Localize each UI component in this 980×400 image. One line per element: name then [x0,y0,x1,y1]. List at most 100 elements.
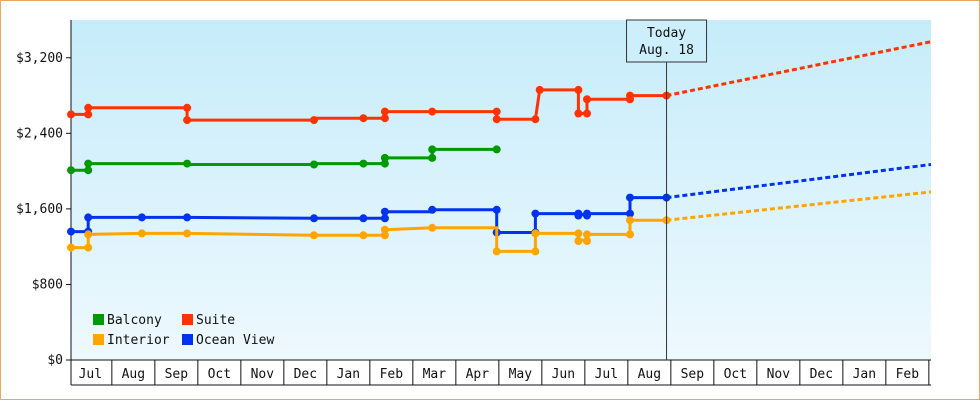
data-point-suite [84,103,93,112]
legend-swatch-balcony [93,314,104,325]
data-point-ocean-view [183,213,192,222]
data-point-ocean-view [492,205,501,214]
data-point-balcony [380,159,389,168]
legend-label-ocean-view: Ocean View [196,333,274,348]
x-month-label: May [509,367,533,382]
data-point-interior [380,231,389,240]
data-point-ocean-view [359,214,368,223]
data-point-suite [428,107,437,116]
series-suite [67,40,932,125]
data-point-ocean-view [310,214,318,223]
data-point-ocean-view [137,213,146,222]
data-point-ocean-view [574,211,583,220]
data-point-balcony [380,153,389,162]
data-point-suite [583,95,591,104]
data-point-balcony [492,145,501,154]
data-point-ocean-view [380,207,389,216]
data-point-suite [183,116,192,125]
data-point-interior [574,237,583,245]
legend-swatch-ocean-view [182,334,193,345]
x-month-label: Aug [638,367,661,382]
data-point-ocean-view [428,205,437,214]
data-point-suite [574,109,583,118]
data-point-balcony [428,153,437,162]
x-month-label: Oct [724,367,747,382]
x-month-label: Dec [294,367,317,382]
y-tick-label: $0 [47,353,63,368]
series-interior [67,190,932,256]
x-month-label: Jan [853,367,876,382]
data-point-interior [583,237,591,245]
data-point-interior [531,247,540,256]
data-point-balcony [84,166,93,175]
data-point-interior [310,231,318,240]
series-line-suite [71,88,667,122]
x-month-label: Nov [251,367,275,382]
legend-swatch-interior [93,334,104,345]
data-point-ocean-view [626,209,634,218]
data-point-ocean-view [583,209,591,218]
data-point-interior [84,230,93,239]
data-point-interior [137,229,146,238]
data-point-suite [492,115,501,124]
today-label: Today [647,26,686,41]
x-month-label: Oct [208,367,231,382]
data-point-suite [535,85,544,94]
data-point-ocean-view [67,227,75,236]
data-point-ocean-view [84,213,93,222]
data-point-interior [626,230,634,239]
data-point-suite [359,114,368,123]
x-month-label: Jul [79,367,102,382]
data-point-suite [310,116,318,125]
data-point-balcony [310,160,318,169]
x-month-label: Jun [552,367,575,382]
x-month-label: Feb [896,367,920,382]
data-point-interior [428,223,437,232]
x-month-label: Sep [165,367,189,382]
series-balcony [67,145,501,175]
data-point-suite [574,85,583,94]
y-tick-label: $1,600 [16,202,63,217]
x-month-label: Jul [595,367,618,382]
data-point-suite [583,109,591,118]
data-point-interior [492,247,501,256]
plot-background [71,20,931,360]
data-point-suite [84,110,93,119]
forecast-line-interior [666,190,932,222]
data-point-suite [67,110,75,119]
data-point-interior [626,216,634,225]
x-month-label: Sep [681,367,705,382]
today-box [626,19,708,63]
data-point-balcony [428,145,437,154]
data-point-interior [67,243,75,252]
data-point-ocean-view [380,214,389,223]
legend-label-interior: Interior [107,333,170,348]
y-tick-label: $2,400 [16,126,63,141]
data-point-ocean-view [531,209,540,218]
x-month-label: Aug [122,367,145,382]
y-tick-label: $800 [32,277,63,292]
data-point-interior [531,229,540,238]
data-point-suite [492,107,501,116]
x-month-label: Apr [466,367,490,382]
data-point-interior [574,229,583,238]
data-point-ocean-view [626,193,634,202]
data-point-balcony [183,159,192,168]
forecast-line-ocean-view [666,163,932,200]
legend-label-balcony: Balcony [107,313,162,328]
x-month-label: Jan [337,367,360,382]
data-point-interior [583,230,591,239]
x-month-label: Dec [810,367,833,382]
data-point-suite [626,91,634,100]
x-month-label: Mar [423,367,447,382]
data-point-suite [183,103,192,112]
forecast-line-suite [666,40,932,98]
data-point-interior [359,231,368,240]
x-month-label: Nov [767,367,791,382]
data-point-suite [531,115,540,124]
data-point-interior [183,229,192,238]
data-point-suite [380,107,389,116]
data-point-interior [380,225,389,234]
data-point-interior [84,243,93,252]
